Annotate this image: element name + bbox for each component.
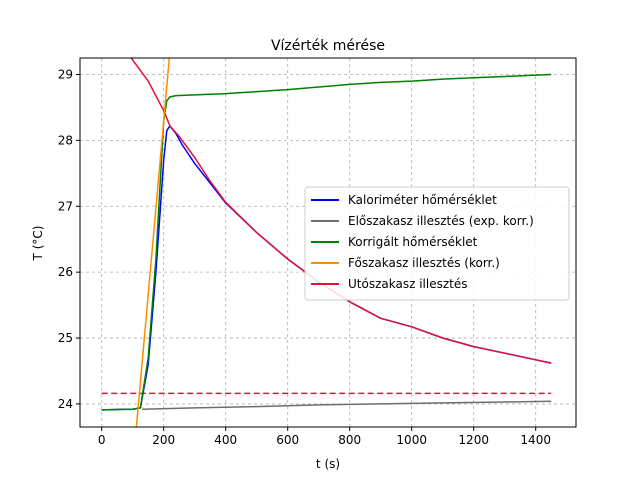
legend: Kaloriméter hőmérséklet Előszakasz illesz…: [304, 186, 570, 301]
series-line-1: [141, 400, 552, 410]
x-tick-label: 800: [338, 433, 361, 447]
legend-label: Utószakasz illesztés: [348, 277, 467, 291]
x-tick-label: 1400: [520, 433, 551, 447]
x-tick-label: 1200: [458, 433, 489, 447]
y-tick-label: 27: [58, 199, 73, 213]
y-tick-label: 24: [58, 397, 73, 411]
legend-label: Korrigált hőmérséklet: [348, 235, 478, 249]
legend-label: Kaloriméter hőmérséklet: [348, 193, 497, 207]
x-tick-label: 600: [276, 433, 299, 447]
chart-title: Vízérték mérése: [271, 38, 385, 54]
y-tick-label: 26: [58, 265, 73, 279]
x-axis: 0 200 400 600 800 1000 1200 1400: [98, 427, 551, 447]
series-line-3: [135, 58, 171, 427]
legend-box: [304, 186, 570, 301]
series-line-2: [101, 73, 552, 411]
plot-area: [101, 58, 552, 427]
x-axis-label: t (s): [316, 457, 340, 471]
y-axis: 24 25 26 27 28 29: [58, 67, 80, 411]
y-tick-label: 28: [58, 133, 73, 147]
axes-frame: [79, 57, 577, 428]
legend-label: Előszakasz illesztés (exp. korr.): [348, 214, 534, 228]
y-tick-label: 29: [58, 67, 73, 81]
y-tick-label: 25: [58, 331, 73, 345]
x-tick-label: 400: [214, 433, 237, 447]
legend-label: Főszakasz illesztés (korr.): [348, 256, 500, 270]
y-axis-label: T (°C): [31, 226, 45, 262]
x-tick-label: 0: [98, 433, 106, 447]
x-tick-label: 1000: [396, 433, 427, 447]
series-line-4: [130, 58, 552, 364]
x-tick-label: 200: [152, 433, 175, 447]
